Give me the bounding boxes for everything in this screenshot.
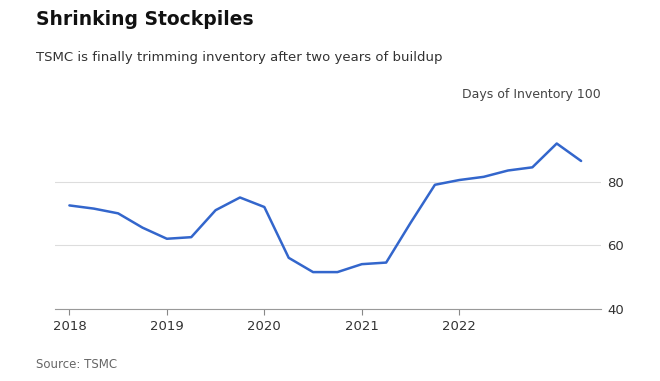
Text: Days of Inventory 100: Days of Inventory 100 xyxy=(462,88,601,101)
Text: TSMC is finally trimming inventory after two years of buildup: TSMC is finally trimming inventory after… xyxy=(36,51,443,64)
Text: Shrinking Stockpiles: Shrinking Stockpiles xyxy=(36,10,254,29)
Text: Source: TSMC: Source: TSMC xyxy=(36,359,117,371)
